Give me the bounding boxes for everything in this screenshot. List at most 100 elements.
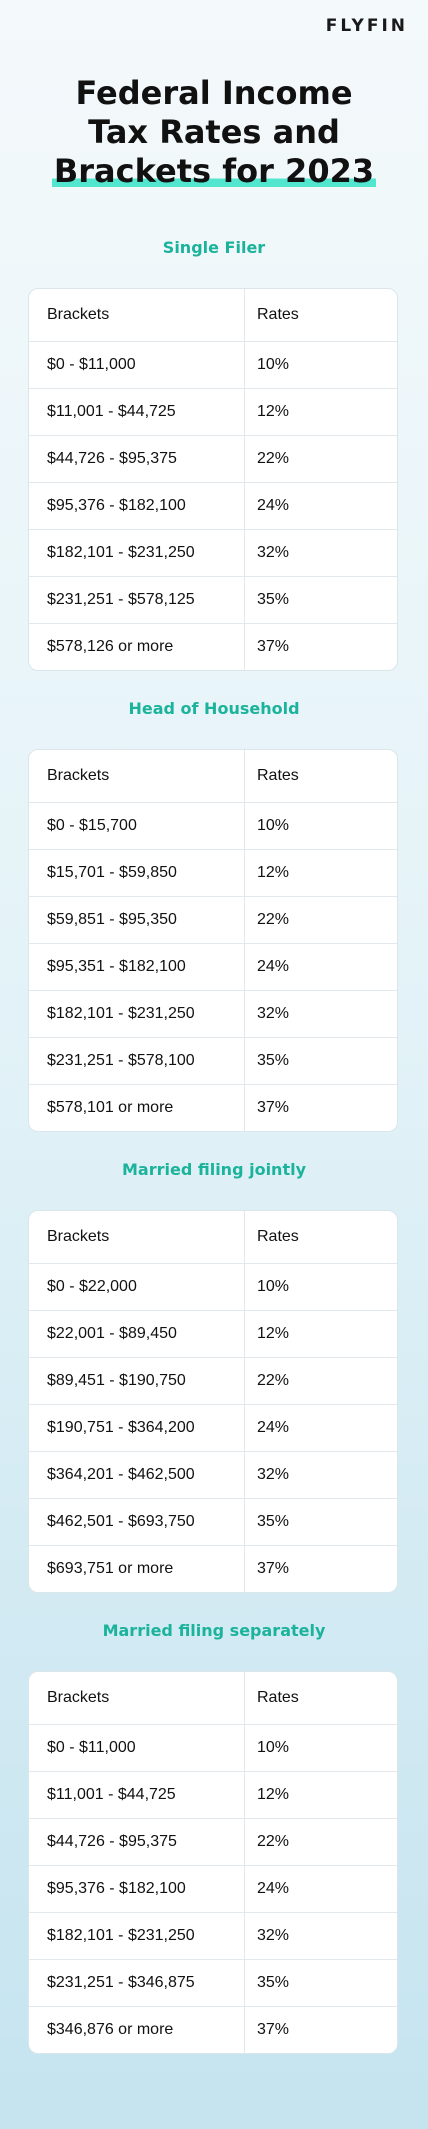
- bracket-cell: $693,751 or more: [29, 1546, 245, 1592]
- rate-cell: 24%: [257, 497, 290, 514]
- rate-cell: 10%: [257, 1739, 290, 1756]
- rate-cell: 35%: [257, 591, 290, 608]
- rate-cell: 10%: [257, 356, 290, 373]
- table-row: $44,726 - $95,375 22%: [29, 435, 397, 482]
- table-row: $462,501 - $693,750 35%: [29, 1498, 397, 1545]
- table-header-row: Brackets Rates: [29, 1211, 397, 1263]
- page-title: Federal Income Tax Rates and Brackets fo…: [0, 74, 428, 191]
- table-row: $231,251 - $578,100 35%: [29, 1037, 397, 1084]
- table-married-filing-separately: Brackets Rates $0 - $11,000 10% $11,001 -…: [28, 1671, 398, 2054]
- bracket-cell: $0 - $11,000: [29, 1725, 245, 1771]
- bracket-cell: $22,001 - $89,450: [29, 1311, 245, 1357]
- bracket-cell: $182,101 - $231,250: [29, 991, 245, 1037]
- rate-cell: 35%: [257, 1974, 290, 1991]
- rate-cell: 22%: [257, 1372, 290, 1389]
- rate-cell: 37%: [257, 1099, 290, 1116]
- table-row: $364,201 - $462,500 32%: [29, 1451, 397, 1498]
- rate-cell: 37%: [257, 2021, 290, 2038]
- bracket-cell: $182,101 - $231,250: [29, 1913, 245, 1959]
- section-heading-married-filing-separately: Married filing separately: [102, 1621, 326, 1640]
- table-row: $578,126 or more 37%: [29, 623, 397, 670]
- rate-cell: 24%: [257, 1419, 290, 1436]
- title-line-1: Federal Income: [75, 74, 353, 112]
- rate-cell: 35%: [257, 1052, 290, 1069]
- rate-cell: 32%: [257, 1927, 290, 1944]
- rate-cell: 35%: [257, 1513, 290, 1530]
- table-header-row: Brackets Rates: [29, 289, 397, 341]
- rate-cell: 12%: [257, 1786, 290, 1803]
- flyfin-logo: FLYFIN: [325, 16, 408, 36]
- table-row: $0 - $11,000 10%: [29, 1724, 397, 1771]
- column-header-brackets: Brackets: [29, 750, 245, 802]
- rate-cell: 22%: [257, 911, 290, 928]
- table-row: $231,251 - $346,875 35%: [29, 1959, 397, 2006]
- bracket-cell: $95,376 - $182,100: [29, 483, 245, 529]
- bracket-cell: $231,251 - $578,100: [29, 1038, 245, 1084]
- rate-cell: 32%: [257, 1466, 290, 1483]
- table-row: $182,101 - $231,250 32%: [29, 990, 397, 1037]
- bracket-cell: $0 - $15,700: [29, 803, 245, 849]
- table-row: $0 - $22,000 10%: [29, 1263, 397, 1310]
- table-married-filing-jointly: Brackets Rates $0 - $22,000 10% $22,001 -…: [28, 1210, 398, 1593]
- bracket-cell: $95,351 - $182,100: [29, 944, 245, 990]
- table-row: $95,376 - $182,100 24%: [29, 482, 397, 529]
- column-header-brackets: Brackets: [29, 1672, 245, 1724]
- column-header-brackets: Brackets: [29, 289, 245, 341]
- table-row: $0 - $15,700 10%: [29, 802, 397, 849]
- table-head-of-household: Brackets Rates $0 - $15,700 10% $15,701 -…: [28, 749, 398, 1132]
- table-row: $22,001 - $89,450 12%: [29, 1310, 397, 1357]
- section-heading-single-filer: Single Filer: [162, 238, 266, 257]
- table-row: $693,751 or more 37%: [29, 1545, 397, 1592]
- table-row: $182,101 - $231,250 32%: [29, 1912, 397, 1959]
- bracket-cell: $190,751 - $364,200: [29, 1405, 245, 1451]
- table-row: $578,101 or more 37%: [29, 1084, 397, 1131]
- column-header-rates: Rates: [257, 1689, 299, 1706]
- bracket-cell: $578,101 or more: [29, 1085, 245, 1131]
- table-row: $182,101 - $231,250 32%: [29, 529, 397, 576]
- bracket-cell: $346,876 or more: [29, 2007, 245, 2053]
- rate-cell: 10%: [257, 1278, 290, 1295]
- rate-cell: 37%: [257, 638, 290, 655]
- column-header-rates: Rates: [257, 767, 299, 784]
- column-header-rates: Rates: [257, 306, 299, 323]
- bracket-cell: $95,376 - $182,100: [29, 1866, 245, 1912]
- table-row: $231,251 - $578,125 35%: [29, 576, 397, 623]
- table-row: $0 - $11,000 10%: [29, 341, 397, 388]
- table-header-row: Brackets Rates: [29, 1672, 397, 1724]
- rate-cell: 22%: [257, 450, 290, 467]
- bracket-cell: $59,851 - $95,350: [29, 897, 245, 943]
- table-row: $59,851 - $95,350 22%: [29, 896, 397, 943]
- rate-cell: 24%: [257, 1880, 290, 1897]
- table-single-filer: Brackets Rates $0 - $11,000 10% $11,001 -…: [28, 288, 398, 671]
- table-row: $346,876 or more 37%: [29, 2006, 397, 2053]
- column-header-rates: Rates: [257, 1228, 299, 1245]
- bracket-cell: $364,201 - $462,500: [29, 1452, 245, 1498]
- title-line-3-highlighted: Brackets for 2023: [51, 152, 377, 191]
- rate-cell: 12%: [257, 1325, 290, 1342]
- rate-cell: 32%: [257, 1005, 290, 1022]
- bracket-cell: $11,001 - $44,725: [29, 1772, 245, 1818]
- bracket-cell: $0 - $22,000: [29, 1264, 245, 1310]
- table-row: $11,001 - $44,725 12%: [29, 388, 397, 435]
- table-header-row: Brackets Rates: [29, 750, 397, 802]
- bracket-cell: $182,101 - $231,250: [29, 530, 245, 576]
- rate-cell: 32%: [257, 544, 290, 561]
- rate-cell: 22%: [257, 1833, 290, 1850]
- bracket-cell: $44,726 - $95,375: [29, 436, 245, 482]
- bracket-cell: $578,126 or more: [29, 624, 245, 670]
- bracket-cell: $0 - $11,000: [29, 342, 245, 388]
- bracket-cell: $231,251 - $346,875: [29, 1960, 245, 2006]
- table-row: $89,451 - $190,750 22%: [29, 1357, 397, 1404]
- table-row: $190,751 - $364,200 24%: [29, 1404, 397, 1451]
- table-row: $44,726 - $95,375 22%: [29, 1818, 397, 1865]
- bracket-cell: $231,251 - $578,125: [29, 577, 245, 623]
- title-line-2: Tax Rates and: [88, 113, 340, 151]
- rate-cell: 37%: [257, 1560, 290, 1577]
- section-heading-head-of-household: Head of Household: [128, 699, 300, 718]
- table-row: $95,376 - $182,100 24%: [29, 1865, 397, 1912]
- bracket-cell: $89,451 - $190,750: [29, 1358, 245, 1404]
- rate-cell: 12%: [257, 403, 290, 420]
- bracket-cell: $462,501 - $693,750: [29, 1499, 245, 1545]
- rate-cell: 10%: [257, 817, 290, 834]
- column-header-brackets: Brackets: [29, 1211, 245, 1263]
